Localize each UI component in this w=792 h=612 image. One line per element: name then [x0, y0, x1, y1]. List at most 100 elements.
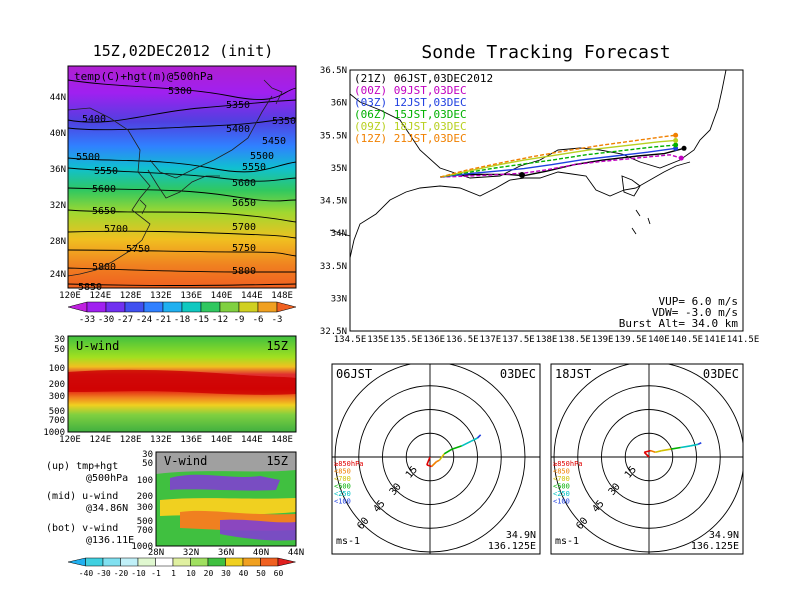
hodo-legend-entry: <700	[334, 475, 351, 483]
lon-label: 139.5E	[614, 335, 647, 345]
contour-label: 5550	[242, 162, 266, 173]
lat-label: 33N	[331, 294, 347, 304]
colorbar-swatch	[277, 557, 296, 567]
pressure-label: 700	[49, 416, 65, 426]
v-wind-lat-labels: 28N 32N 36N 40N 44N	[148, 548, 304, 558]
colorbar-swatch	[200, 301, 221, 313]
coastlines-asia	[67, 79, 283, 277]
pressure-label: 200	[49, 380, 65, 390]
lat-label: 36N	[331, 99, 347, 109]
hodograph-segment	[443, 448, 453, 455]
colorbar-label: -20	[114, 569, 129, 578]
colorbar-swatch	[190, 557, 209, 567]
track-line	[440, 144, 676, 178]
u-wind-core	[68, 369, 296, 395]
contour-label: 5500	[250, 151, 274, 162]
colorbar-label: -21	[155, 315, 171, 325]
sonde-track-panel: Sonde Tracking Forecast (21Z) 06JST,03DE…	[320, 42, 759, 345]
hodo-legend-entry: <850	[334, 468, 351, 476]
hodo-legend-entry: <700	[553, 475, 570, 483]
colorbar-label: -40	[79, 569, 94, 578]
pressure-label: 300	[49, 392, 65, 402]
pressure-label: 500	[137, 517, 153, 527]
panel-note: @136.11E	[86, 535, 134, 546]
lon-label: 135.5E	[390, 335, 423, 345]
pressure-label: 200	[137, 492, 153, 502]
lon-labels: 120E 124E 128E 132E 136E 140E 144E 148E	[59, 291, 293, 301]
lat-label: 32N	[50, 201, 66, 211]
lon-label: 141E	[704, 335, 726, 345]
flight-param: VDW= -3.0 m/s	[652, 306, 738, 319]
pressure-label: 100	[49, 364, 65, 374]
legend-entry: (21Z) 06JST,03DEC2012	[354, 72, 493, 85]
lon-label: 138E	[536, 335, 558, 345]
hodograph-segment	[680, 445, 691, 449]
legend-entry: (00Z) 09JST,03DEC	[354, 84, 467, 97]
hodograph-frame	[550, 363, 744, 555]
lat-label: 44N	[288, 548, 304, 558]
track-line	[440, 139, 676, 178]
pressure-label: 50	[142, 459, 153, 469]
u-wind-time: 15Z	[266, 339, 288, 353]
landing-point	[678, 155, 684, 161]
hodograph-segment	[655, 449, 662, 454]
track-lat-labels: 36.5N 36N 35.5N 35N 34.5N 34N 33.5N 33N 32.5N	[320, 66, 347, 337]
hodo-legend-entry: ≥850hPa	[553, 460, 583, 468]
colorbar-swatch	[207, 557, 226, 567]
colorbar-label: -30	[98, 315, 114, 325]
contour-label: 5600	[92, 184, 116, 195]
colorbar-swatch	[85, 557, 104, 567]
hodograph-segment	[697, 442, 702, 446]
colorbar-label: -33	[79, 315, 95, 325]
coastline-japan	[329, 69, 727, 259]
lon-label: 135E	[367, 335, 389, 345]
lat-label: 40N	[253, 548, 269, 558]
lon-label: 144E	[241, 435, 263, 445]
contour-lines	[67, 79, 297, 286]
colorbar-swatch	[260, 557, 279, 567]
colorbar-swatch	[105, 301, 126, 313]
contour-label: 5300	[168, 86, 192, 97]
launch-site-marker	[519, 172, 525, 178]
colorbar-swatch	[67, 557, 86, 567]
colorbar-label: -24	[136, 315, 152, 325]
hodo-legend-entry: <100	[334, 498, 351, 506]
hodograph-segment	[435, 459, 440, 463]
hodograph-rings	[332, 364, 540, 554]
temp-height-map-panel: 15Z,02DEC2012 (init) temp(C)+hgt(m)@500h…	[50, 42, 297, 325]
pressure-label: 1000	[131, 542, 153, 552]
colorbar-swatch	[124, 301, 145, 313]
hodograph-segment	[438, 453, 445, 461]
colorbar-swatch	[86, 301, 107, 313]
contour-label: 5400	[226, 124, 250, 135]
legend-entry: (03Z) 12JST,03DEC	[354, 96, 467, 109]
colorbar-swatch	[276, 301, 297, 313]
lon-label: 140E	[211, 291, 233, 301]
left-top-title: 15Z,02DEC2012 (init)	[93, 42, 274, 60]
hodograph-segment	[476, 434, 482, 439]
lat-label: 36.5N	[320, 66, 347, 76]
lon-label: 136.5E	[446, 335, 479, 345]
hodograph-frame	[331, 363, 541, 555]
u-wind-lon-labels: 120E 124E 128E 132E 136E 140E 144E 148E	[59, 435, 293, 445]
contour-label: 5800	[232, 266, 256, 277]
colorbar-swatch	[137, 557, 156, 567]
lon-label: 136E	[423, 335, 445, 345]
panel-note: @500hPa	[86, 473, 128, 484]
colorbar-label: 30	[221, 569, 231, 578]
hodograph-segment	[643, 451, 650, 458]
colorbar-label: 40	[239, 569, 249, 578]
colorbar-swatch	[257, 301, 278, 313]
colorbar-label: -1	[151, 569, 161, 578]
colorbar-label: -15	[193, 315, 209, 325]
colorbar-swatch	[162, 301, 183, 313]
lat-label: 40N	[50, 129, 66, 139]
track-line	[440, 134, 676, 178]
hodo-legend-entry: <850	[553, 468, 570, 476]
colorbar-swatch	[155, 557, 174, 567]
